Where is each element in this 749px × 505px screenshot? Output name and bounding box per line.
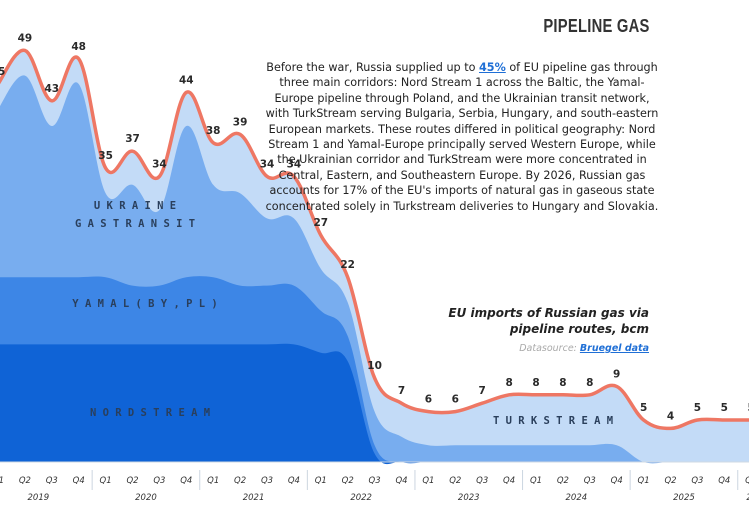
value-label: 5 xyxy=(721,402,728,414)
quarter-tick: Q4 xyxy=(395,476,407,486)
quarter-tick: Q3 xyxy=(691,476,703,486)
quarter-tick: Q3 xyxy=(153,476,165,486)
data-source: Datasource: Bruegel data xyxy=(519,343,649,354)
quarter-tick: Q2 xyxy=(557,476,569,486)
total-line-group xyxy=(0,48,749,431)
quarter-tick: Q4 xyxy=(180,476,192,486)
quarter-tick: Q4 xyxy=(718,476,730,486)
year-label: 2023 xyxy=(458,493,480,503)
value-label: 34 xyxy=(152,158,167,170)
quarter-tick: Q2 xyxy=(19,476,31,486)
series-label: G A S T R A N S I T xyxy=(75,218,195,230)
total-line xyxy=(0,48,749,431)
value-label: 4 xyxy=(667,410,674,422)
year-label: 2020 xyxy=(135,493,157,503)
value-label: 34 xyxy=(260,158,275,170)
quarter-tick: Q1 xyxy=(745,476,749,486)
value-label: 43 xyxy=(44,83,59,95)
year-label: 2024 xyxy=(566,493,588,503)
series-label: N O R D S T R E A M xyxy=(90,407,210,419)
quarter-tick: Q4 xyxy=(503,476,515,486)
quarter-tick: Q4 xyxy=(288,476,300,486)
source-label: Datasource: xyxy=(519,343,577,354)
series-label: Y A M A L ( B Y , P L ) xyxy=(72,298,217,310)
description-after: of EU pipeline gas through three main co… xyxy=(265,61,659,213)
quarter-tick: Q3 xyxy=(476,476,488,486)
value-label: 49 xyxy=(18,32,33,44)
value-label: 27 xyxy=(313,217,328,229)
quarter-tick: Q4 xyxy=(611,476,623,486)
quarter-tick: Q1 xyxy=(100,476,112,486)
description-text: Before the war, Russia supplied up to 45… xyxy=(262,60,662,214)
series-label: T U R K S T R E A M xyxy=(493,415,613,427)
year-label: 2025 xyxy=(673,493,695,503)
quarter-tick: Q2 xyxy=(234,476,246,486)
quarter-tick: Q1 xyxy=(0,476,4,486)
value-label: 6 xyxy=(425,394,432,406)
quarter-tick: Q1 xyxy=(638,476,650,486)
year-label: 2022 xyxy=(350,493,372,503)
series-label: U K R A I N E xyxy=(94,200,176,212)
value-label: 7 xyxy=(398,385,405,397)
quarter-tick: Q2 xyxy=(126,476,138,486)
value-label: 37 xyxy=(125,133,140,145)
description-before: Before the war, Russia supplied up to xyxy=(266,61,479,74)
quarter-tick: Q3 xyxy=(46,476,58,486)
share-link[interactable]: 45% xyxy=(479,61,506,74)
series-labels: N O R D S T R E A M Y A M A L ( B Y , P L… xyxy=(72,200,613,427)
value-label: 6 xyxy=(452,394,459,406)
value-label: 39 xyxy=(233,116,248,128)
value-label: 34 xyxy=(287,158,302,170)
page-title: PIPELINE GAS xyxy=(543,16,650,36)
quarter-tick: Q1 xyxy=(422,476,434,486)
value-label: 48 xyxy=(71,41,86,53)
nord-stream-area xyxy=(0,343,749,465)
quarter-tick: Q1 xyxy=(530,476,542,486)
value-label: 8 xyxy=(559,377,566,389)
quarter-tick: Q1 xyxy=(315,476,327,486)
year-label: 2026 xyxy=(746,493,749,503)
value-label: 5 xyxy=(640,402,647,414)
value-label: 45 xyxy=(0,66,5,78)
value-label: 38 xyxy=(206,125,221,137)
quarter-tick: Q3 xyxy=(369,476,381,486)
value-label: 8 xyxy=(532,377,539,389)
year-label: 2021 xyxy=(243,493,265,503)
quarter-tick: Q3 xyxy=(584,476,596,486)
value-label: 7 xyxy=(479,385,486,397)
value-label: 22 xyxy=(340,259,355,271)
value-label: 5 xyxy=(694,402,701,414)
year-label: 2019 xyxy=(28,493,50,503)
value-label: 35 xyxy=(98,150,113,162)
chart-title-line-2: pipeline routes, bcm xyxy=(509,322,649,336)
value-label: 8 xyxy=(505,377,512,389)
quarter-tick: Q2 xyxy=(449,476,461,486)
value-label: 10 xyxy=(367,360,382,372)
quarter-tick: Q2 xyxy=(664,476,676,486)
quarter-tick: Q2 xyxy=(342,476,354,486)
value-label: 44 xyxy=(179,74,194,86)
value-label: 9 xyxy=(613,368,620,380)
quarter-tick: Q1 xyxy=(207,476,219,486)
value-labels: 4549434835373444383934342722107667888895… xyxy=(0,32,749,422)
quarter-tick: Q3 xyxy=(261,476,273,486)
stacked-areas xyxy=(0,50,749,465)
value-label: 8 xyxy=(586,377,593,389)
chart-title: EU imports of Russian gas via pipeline r… xyxy=(389,305,649,337)
value-label: 5 xyxy=(748,402,749,414)
chart-title-line-1: EU imports of Russian gas via xyxy=(448,306,649,320)
source-link[interactable]: Bruegel data xyxy=(579,343,649,354)
quarter-tick: Q4 xyxy=(73,476,85,486)
x-axis-ticks: Q1 Q2 Q3 Q4 Q1 Q2 Q3 Q4 Q1 Q2 Q3 Q4 Q1 Q2 Q3 Q4 Q1 Q2 Q3 Q4… xyxy=(0,470,749,503)
